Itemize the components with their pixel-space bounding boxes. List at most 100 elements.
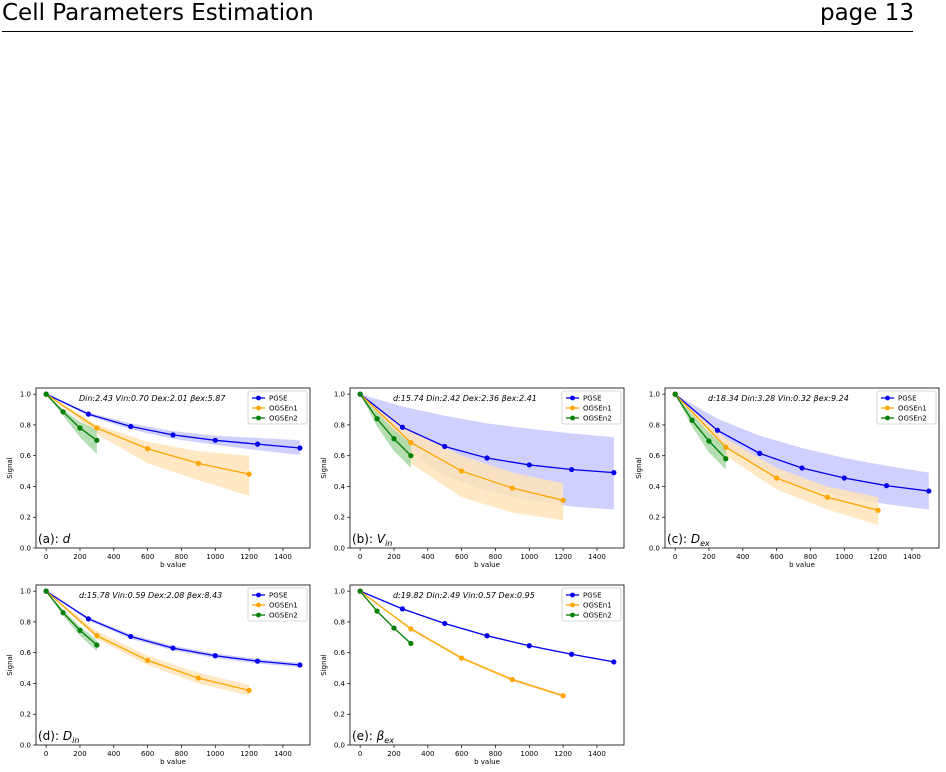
x-tick-label: 800 [804,553,817,561]
data-point-pgse [170,432,176,438]
data-point-ogsen1 [824,494,830,500]
data-point-pgse [926,488,932,494]
parameter-annotation: d:19.82 Din:2.49 Vin:0.57 Dex:0.95 [393,591,535,600]
data-point-pgse [399,606,406,612]
data-point-pgse [484,455,490,461]
data-point-pgse [297,445,303,451]
band-pgse [46,394,300,455]
panel-label: (d): Din [38,729,79,745]
series-line-ogsen2 [674,393,727,460]
legend-marker [570,612,575,618]
x-tick-label: 200 [387,553,400,561]
x-axis-label: b value [474,561,500,569]
parameter-annotation: d:15.74 Din:2.42 Dex:2.36 βex:2.41 [393,394,537,403]
legend-entry: OGSEn2 [269,415,298,423]
axes-frame [35,584,311,746]
legend-marker [885,395,890,401]
data-point-ogsen1 [509,677,515,683]
legend-marker [570,395,575,401]
data-point-ogsen2 [77,425,83,431]
y-tick-label: 0.0 [20,545,31,553]
data-point-ogsen1 [509,485,515,491]
axes-frame [35,387,311,549]
x-tick-label: 400 [107,750,120,758]
data-point-pgse [526,643,532,649]
data-point-ogsen2 [357,588,363,594]
legend-marker [256,592,261,598]
data-point-ogsen1 [408,440,414,446]
data-point-ogsen1 [408,626,414,632]
page-number: page 13 [819,0,914,26]
y-tick-label: 0.4 [20,483,32,491]
band-ogsen1 [360,591,564,698]
x-tick-label: 800 [175,553,188,561]
data-point-ogsen2 [408,453,414,459]
x-axis-label: b value [474,758,500,766]
y-tick-label: 0.6 [649,452,661,460]
data-point-ogsen2 [43,391,49,397]
x-tick-label: 0 [44,553,48,561]
x-tick-label: 1400 [274,750,292,758]
x-tick-label: 1400 [903,553,921,561]
y-tick-label: 1.0 [20,588,31,596]
page-header: Cell Parameters Estimation page 13 [0,0,946,32]
x-tick-label: 1400 [274,553,292,561]
data-point-ogsen2 [706,438,712,444]
data-point-pgse [799,465,805,471]
data-point-pgse [128,423,134,430]
band-ogsen1 [675,394,879,525]
legend-entry: OGSEn2 [583,612,612,620]
x-tick-label: 800 [175,750,188,758]
legend-entry: OGSEn1 [583,602,612,610]
legend-marker [570,415,575,421]
data-point-pgse [568,466,575,473]
legend-entry: PGSE [269,592,288,600]
x-tick-label: 1200 [554,553,572,561]
page-title: Cell Parameters Estimation [2,0,314,26]
legend-entry: PGSE [898,395,917,403]
x-tick-label: 200 [73,553,86,561]
band-ogsen1 [46,394,250,496]
data-point-ogsen2 [60,610,66,616]
x-tick-label: 1200 [240,750,258,758]
y-axis-label: Signal [320,654,328,676]
series-line-ogsen2 [359,393,412,457]
data-point-ogsen1 [723,444,729,450]
legend-marker [570,405,575,411]
y-axis-label: Signal [320,457,328,479]
data-point-ogsen2 [723,456,729,462]
data-point-pgse [526,462,532,468]
data-point-ogsen1 [459,468,465,474]
y-tick-label: 0.6 [334,452,346,460]
x-tick-label: 1000 [206,750,224,758]
data-point-pgse [611,470,617,476]
data-point-pgse [714,427,721,433]
data-point-ogsen2 [60,409,66,415]
legend-entry: PGSE [583,592,602,600]
data-point-pgse [85,616,92,622]
legend-marker [256,612,261,618]
data-point-ogsen2 [689,417,695,423]
data-point-pgse [442,620,448,627]
x-axis-label: b value [160,758,186,766]
y-tick-label: 0.8 [20,421,31,429]
y-tick-label: 0.6 [20,452,32,460]
data-point-ogsen2 [43,588,49,594]
chart-panel-1: 0 200 400 600 800 1000 1200 1400 0.0 0.2 0.4 0.6 0.8… [6,387,311,569]
data-point-ogsen1 [94,633,100,639]
x-tick-label: 400 [421,750,434,758]
y-tick-label: 0.6 [334,649,346,657]
chart-panel-3: 0 200 400 600 800 1000 1200 1400 0.0 0.2 0.4 0.6 0.8… [635,387,940,569]
x-tick-label: 0 [673,553,677,561]
y-tick-label: 0.0 [649,545,660,553]
y-axis-label: Signal [6,457,14,479]
y-tick-label: 0.0 [334,545,345,553]
legend-entry: OGSEn1 [269,405,298,413]
data-point-ogsen1 [560,497,566,503]
parameter-annotation: Din:2.43 Vin:0.70 Dex:2.01 βex:5.87 [79,394,226,403]
legend-entry: OGSEn1 [269,602,298,610]
y-tick-label: 0.2 [649,514,660,522]
x-tick-label: 1200 [554,750,572,758]
y-tick-label: 0.4 [649,483,661,491]
x-tick-label: 200 [702,553,715,561]
